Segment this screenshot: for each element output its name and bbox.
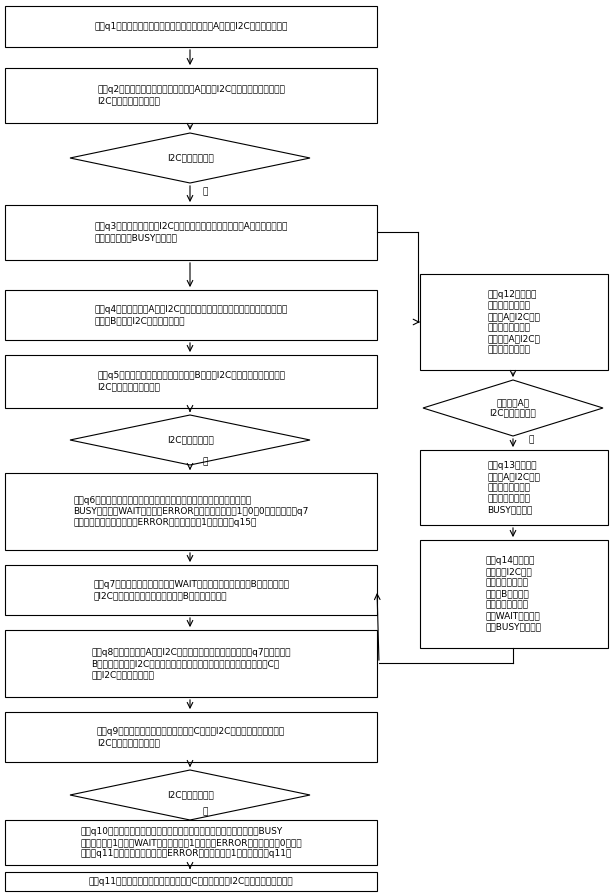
Bar (5, 290, 377, 340)
Text: 步骤q11、总线仲裁单元向上述主控器件C发送拒绝分配I2C总线控制权的回应。: 步骤q11、总线仲裁单元向上述主控器件C发送拒绝分配I2C总线控制权的回应。 (89, 877, 293, 886)
Bar (5, 473, 377, 550)
Bar (5, 630, 377, 697)
Text: 步骤q10、总线仲裁单元访问所述的状态寄存器，并在该状态寄存器同应BUSY
标志位的值为1、回应WAIT标志位的值为1以及回应ERROR标志位的值为0时，执
行: 步骤q10、总线仲裁单元访问所述的状态寄存器，并在该状态寄存器同应BUSY 标志… (80, 827, 302, 858)
Bar (420, 274, 608, 370)
Text: 步骤q5、总线仲裁单元在接收到主器件B发送的I2C总线控制请求后，判定
I2C总线当前是否空闲；: 步骤q5、总线仲裁单元在接收到主器件B发送的I2C总线控制请求后，判定 I2C总… (97, 371, 285, 391)
Text: I2C总线当前空闲: I2C总线当前空闲 (167, 790, 213, 799)
Text: 步骤q7、拉高所述状态寄存器的WAIT标志位，并向主控器件B发送等待被分
配I2C总线控制权的回应，主控器件B进入等待状态；: 步骤q7、拉高所述状态寄存器的WAIT标志位，并向主控器件B发送等待被分 配I2… (93, 580, 289, 600)
Text: 步骤q9、总线仲裁单元在接收到主器件C发送的I2C总线控制请求后，判定
I2C总线当前是否空闲；: 步骤q9、总线仲裁单元在接收到主器件C发送的I2C总线控制请求后，判定 I2C总… (97, 727, 285, 747)
Text: 步骤q13、收回主
控器件A对I2C总线
的控制权，并释放
上述状态寄存器的
BUSY标志位；: 步骤q13、收回主 控器件A对I2C总线 的控制权，并释放 上述状态寄存器的 B… (487, 461, 541, 514)
Text: 步骤q4、在主控器件A占有I2C总线的控制权的过程中，总线仲裁单元接收到
主器件B发送的I2C总线控制请求；: 步骤q4、在主控器件A占有I2C总线的控制权的过程中，总线仲裁单元接收到 主器件… (94, 305, 287, 325)
Bar (5, 205, 377, 260)
Text: 步骤q12、总线仲
裁单元实时采集主
控器件A的I2C总线
通信状态，并判定
主控器件A的I2C总
线通信是否结束；: 步骤q12、总线仲 裁单元实时采集主 控器件A的I2C总线 通信状态，并判定 主… (487, 289, 541, 355)
Bar (5, 872, 377, 891)
Text: 否: 否 (202, 807, 208, 816)
Text: 步骤q14、总线仲
裁单元将I2C总线
的控制权分配给主
控器件B，之后控
制上述状态寄存器
释放WAIT标志位并
拉高BUSY标志位。: 步骤q14、总线仲 裁单元将I2C总线 的控制权分配给主 控器件B，之后控 制上… (486, 556, 542, 632)
Text: 步骤q8、在主控器件A占有I2C总线的控制权、以及在上述步骤q7向主控器件
B发送等待被分配I2C总线控制权的回应后，总线仲裁单元接收到主器件C发
送的I2C总: 步骤q8、在主控器件A占有I2C总线的控制权、以及在上述步骤q7向主控器件 B发… (91, 648, 291, 679)
Text: 步骤q2、总线仲裁单元在接收到主器件A发送的I2C总线控制请求后，判定
I2C总线当前是否空闲；: 步骤q2、总线仲裁单元在接收到主器件A发送的I2C总线控制请求后，判定 I2C总… (97, 86, 285, 105)
Text: 否: 否 (202, 457, 208, 466)
Bar (5, 820, 377, 865)
Text: 步骤q3、总线仲裁单元将I2C总线的控制权分配给主控器件A，并拉高其配置
的状态寄存器的BUSY标志位；: 步骤q3、总线仲裁单元将I2C总线的控制权分配给主控器件A，并拉高其配置 的状态… (94, 222, 287, 243)
Text: 步骤q6、总线仲裁单元访问上述状态寄存器，并在上述状态寄存器同应的
BUSY标志位、WAIT标志位和ERROR标志位的值依序为1、0和0时，执行步骤q7
；且在: 步骤q6、总线仲裁单元访问上述状态寄存器，并在上述状态寄存器同应的 BUSY标志… (74, 496, 309, 527)
Bar (5, 712, 377, 762)
Polygon shape (70, 770, 310, 820)
Bar (5, 565, 377, 615)
Text: 主控器件A的
I2C总线通信结束: 主控器件A的 I2C总线通信结束 (490, 398, 536, 418)
Bar (420, 540, 608, 648)
Polygon shape (70, 133, 310, 183)
Bar (5, 355, 377, 408)
Bar (5, 6, 377, 47)
Bar (420, 450, 608, 525)
Polygon shape (423, 380, 603, 436)
Polygon shape (70, 415, 310, 465)
Text: 步骤q1、初始状态，总线仲裁单元接收到主器件A发送的I2C总线控制请求；: 步骤q1、初始状态，总线仲裁单元接收到主器件A发送的I2C总线控制请求； (94, 22, 287, 31)
Bar (5, 68, 377, 123)
Text: I2C总线当前空闲: I2C总线当前空闲 (167, 436, 213, 445)
Text: I2C总线当前空闲: I2C总线当前空闲 (167, 154, 213, 163)
Text: 是: 是 (202, 188, 208, 196)
Text: 是: 是 (528, 436, 534, 445)
